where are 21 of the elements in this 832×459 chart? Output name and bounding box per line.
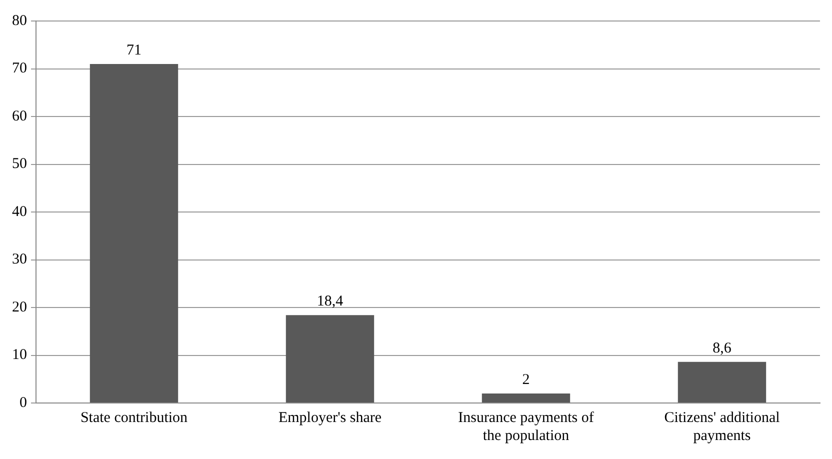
x-tick-label: Insurance payments of the population xyxy=(458,410,594,444)
y-tick-label: 10 xyxy=(12,347,27,364)
data-label: 2 xyxy=(522,372,530,388)
y-tick-label: 60 xyxy=(12,108,27,124)
y-tick-label: 30 xyxy=(12,252,27,268)
y-tick-label: 20 xyxy=(12,299,27,316)
y-tick-label: 70 xyxy=(12,60,27,77)
bar xyxy=(482,393,570,402)
data-label: 18,4 xyxy=(316,294,344,310)
x-tick-label: Citizens' additional payments xyxy=(664,410,780,444)
bar xyxy=(90,64,178,402)
y-tick-label: 50 xyxy=(12,156,27,172)
bar xyxy=(678,362,766,402)
x-tick-label: Employer's share xyxy=(278,410,382,426)
data-label: 71 xyxy=(126,42,142,58)
x-tick-label: State contribution xyxy=(80,410,188,426)
y-tick-label: 0 xyxy=(20,394,27,411)
y-tick-label: 40 xyxy=(12,204,27,220)
data-label: 8,6 xyxy=(712,340,732,356)
bar xyxy=(286,315,374,402)
y-tick-label: 80 xyxy=(12,12,27,29)
